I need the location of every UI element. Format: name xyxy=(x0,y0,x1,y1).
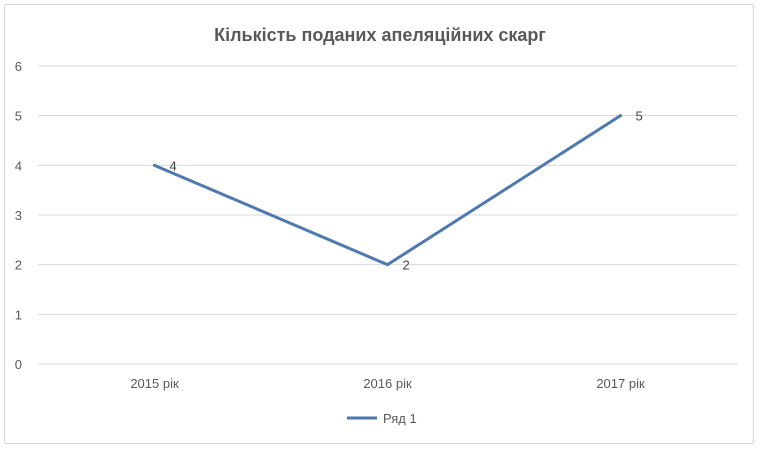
data-point xyxy=(619,114,622,118)
y-tick-label: 1 xyxy=(15,307,22,322)
series-lines xyxy=(153,114,622,267)
chart-frame xyxy=(4,4,754,444)
data-point xyxy=(153,163,156,167)
y-tick-label: 6 xyxy=(15,59,22,74)
y-tick-label: 2 xyxy=(15,258,22,273)
gridlines xyxy=(38,65,737,365)
data-point xyxy=(386,263,389,267)
x-tick-label: 2016 рік xyxy=(363,376,412,391)
data-label: 4 xyxy=(170,158,177,173)
y-tick-label: 3 xyxy=(15,208,22,223)
data-labels: 4 2 5 xyxy=(170,109,643,273)
x-tick-label: 2017 рік xyxy=(596,376,645,391)
y-tick-label: 5 xyxy=(15,109,22,124)
legend: Ряд 1 xyxy=(347,411,417,426)
y-tick-label: 0 xyxy=(15,357,22,372)
y-tick-label: 4 xyxy=(15,158,22,173)
series-line xyxy=(153,114,622,267)
x-axis-ticks: 2015 рік 2016 рік 2017 рік xyxy=(130,376,645,391)
y-axis-ticks: 0 1 2 3 4 5 6 xyxy=(15,59,22,372)
data-label: 5 xyxy=(636,109,643,124)
x-tick-label: 2015 рік xyxy=(130,376,179,391)
chart-title: Кількість поданих апеляційних скарг xyxy=(214,25,546,45)
legend-label: Ряд 1 xyxy=(383,411,417,426)
data-label: 2 xyxy=(403,258,410,273)
